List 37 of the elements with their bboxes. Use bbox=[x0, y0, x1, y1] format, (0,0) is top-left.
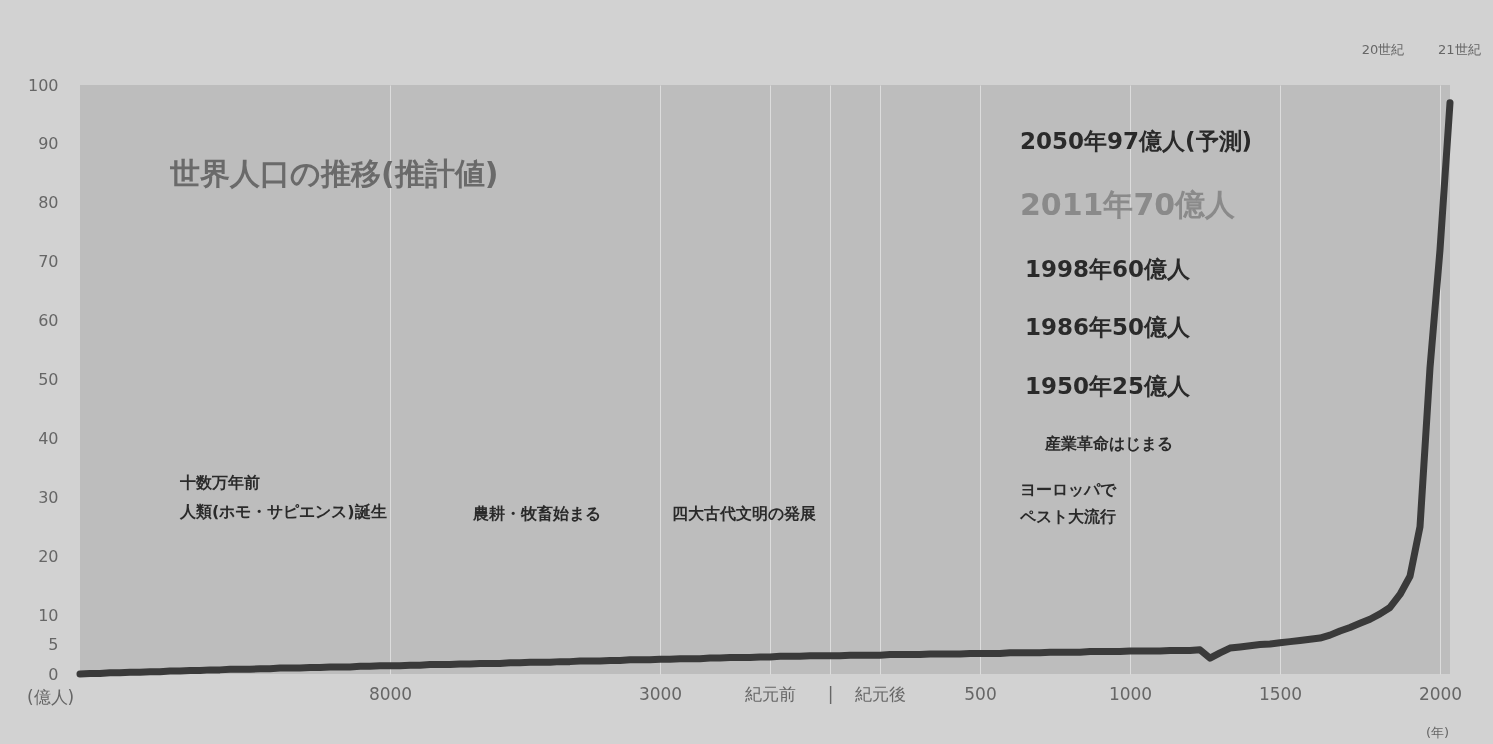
x-tick-label: | bbox=[827, 683, 834, 704]
y-tick-label: 5 bbox=[48, 635, 59, 655]
y-tick-label: 100 bbox=[27, 75, 59, 95]
y-tick-label: 80 bbox=[38, 193, 59, 213]
x-tick-label: 紀元後 bbox=[855, 683, 906, 704]
x-tick-label: 1500 bbox=[1258, 683, 1303, 704]
annotation: 四大古代文明の発展 bbox=[672, 504, 816, 523]
x-tick-label: 2000 bbox=[1418, 683, 1463, 704]
text: 20世紀 bbox=[1361, 42, 1405, 57]
y-axis-title: (億人) bbox=[26, 686, 75, 707]
y-tick-label: 20 bbox=[38, 546, 59, 566]
annotation: 1998年60億人 bbox=[1025, 256, 1192, 282]
annotation: 十数万年前 bbox=[179, 473, 260, 492]
x-axis-title: (年) bbox=[1425, 724, 1450, 740]
annotation: 人類(ホモ・サピエンス)誕生 bbox=[179, 502, 387, 521]
annotation: ヨーロッパで bbox=[1020, 480, 1117, 499]
y-tick-label: 70 bbox=[38, 252, 59, 272]
x-tick-label: 3000 bbox=[638, 683, 683, 704]
annotation: 2050年97億人(予測) bbox=[1020, 128, 1253, 154]
annotation: 農耕・牧畜始まる bbox=[472, 504, 601, 523]
x-tick-label: 1000 bbox=[1108, 683, 1153, 704]
y-tick-label: 90 bbox=[38, 134, 59, 154]
x-tick-label: 500 bbox=[964, 683, 997, 704]
annotation: 1950年25億人 bbox=[1025, 373, 1192, 399]
annotation: ペスト大流行 bbox=[1019, 507, 1116, 526]
text: 世界人口の推移(推計値) bbox=[169, 156, 499, 191]
y-tick-label: 40 bbox=[38, 428, 59, 448]
y-tick-label: 10 bbox=[38, 605, 59, 625]
y-tick-label: 60 bbox=[38, 311, 59, 331]
text: 21世紀 bbox=[1438, 42, 1481, 57]
x-tick-label: 8000 bbox=[368, 683, 413, 704]
x-tick-label: 紀元前 bbox=[745, 683, 796, 704]
y-tick-label: 50 bbox=[38, 370, 59, 389]
annotation: 1986年50億人 bbox=[1025, 314, 1192, 340]
y-tick-label: 30 bbox=[38, 487, 59, 507]
annotation: 産業革命はじまる bbox=[1044, 434, 1173, 453]
y-tick-label: 0 bbox=[48, 664, 59, 684]
